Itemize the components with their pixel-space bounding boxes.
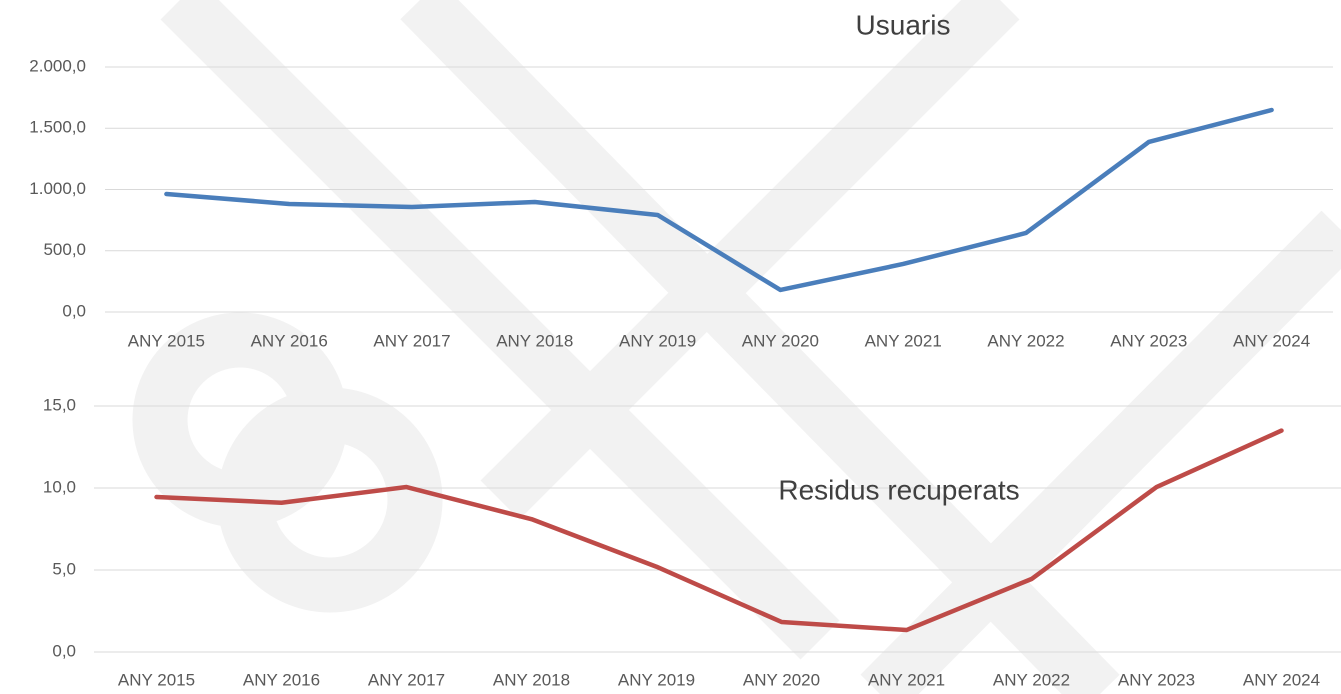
page: 0,0 500,0 1.000,0 1.500,0 2.000,0 ANY 2015 ANY… [0, 0, 1341, 694]
watermark-circle [245, 415, 415, 585]
x-tick-label: ANY 2018 [496, 331, 573, 350]
y-tick-label: 1.500,0 [29, 118, 86, 137]
y-tick-label: 500,0 [43, 240, 86, 259]
x-tick-label: ANY 2023 [1110, 331, 1187, 350]
x-tick-label: ANY 2022 [993, 670, 1070, 689]
x-tick-label: ANY 2021 [865, 331, 942, 350]
x-tick-label: ANY 2021 [868, 670, 945, 689]
x-tick-label: ANY 2018 [493, 670, 570, 689]
x-tick-label: ANY 2016 [251, 331, 328, 350]
x-tick-label: ANY 2017 [368, 670, 445, 689]
x-tick-label: ANY 2020 [742, 331, 819, 350]
x-tick-label: ANY 2023 [1118, 670, 1195, 689]
x-tick-label: ANY 2019 [618, 670, 695, 689]
x-tick-label: ANY 2024 [1243, 670, 1320, 689]
x-tick-label: ANY 2015 [118, 670, 195, 689]
y-tick-label: 1.000,0 [29, 179, 86, 198]
x-tick-label: ANY 2017 [373, 331, 450, 350]
x-tick-label: ANY 2022 [987, 331, 1064, 350]
watermark-stroke [500, 0, 1000, 500]
x-tick-label: ANY 2016 [243, 670, 320, 689]
y-tick-label: 0,0 [52, 641, 76, 660]
chart-title: Residus recuperats [778, 474, 1019, 505]
y-tick-label: 0,0 [62, 301, 86, 320]
x-tick-label: ANY 2015 [128, 331, 205, 350]
y-tick-label: 2.000,0 [29, 56, 86, 75]
chart-title: Usuaris [856, 9, 951, 40]
x-tick-label: ANY 2020 [743, 670, 820, 689]
y-tick-label: 10,0 [43, 477, 76, 496]
x-tick-label: ANY 2024 [1233, 331, 1310, 350]
watermark-stroke [880, 230, 1341, 694]
x-tick-label: ANY 2019 [619, 331, 696, 350]
y-tick-label: 5,0 [52, 559, 76, 578]
y-tick-label: 15,0 [43, 395, 76, 414]
